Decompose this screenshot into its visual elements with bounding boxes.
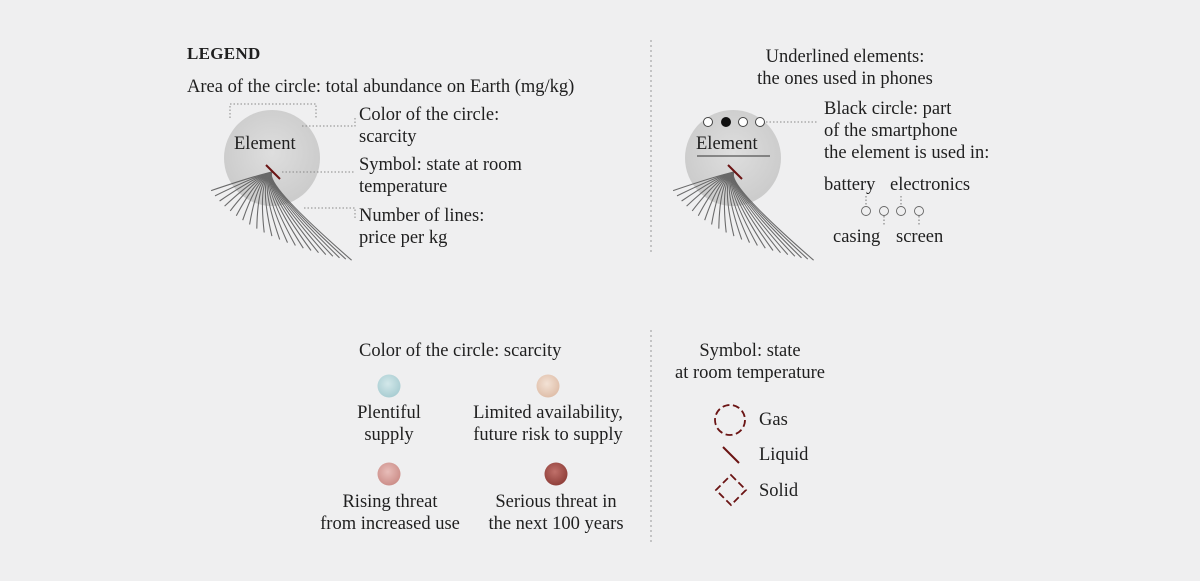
serious-threat-swatch (544, 462, 568, 486)
phone-sample-element-label: Element (696, 134, 758, 154)
symbol-label-line2: temperature (359, 177, 448, 197)
area-label: Area of the circle: total abundance on E… (187, 77, 575, 97)
part-dot-3 (738, 117, 748, 127)
rising-threat-swatch (377, 462, 401, 486)
part-screen-label: screen (896, 227, 944, 247)
scarcity-title: Color of the circle: scarcity (359, 341, 562, 361)
legend-title: LEGEND (187, 44, 261, 63)
state-title-line2: at room temperature (675, 363, 825, 383)
part-dot-2-filled (721, 117, 731, 127)
limited-label-line2: future risk to supply (473, 425, 623, 445)
lines-leader-line (304, 207, 356, 218)
dashed-circle-icon (714, 404, 746, 436)
lines-label-line2: price per kg (359, 228, 448, 248)
underlined-label-line1: Underlined elements: (765, 47, 925, 67)
rising-threat-label-line2: from increased use (320, 514, 460, 534)
underlined-label-line2: the ones used in phones (757, 69, 933, 89)
slash-icon (722, 446, 740, 464)
rising-threat-label-line1: Rising threat (342, 492, 438, 512)
lines-label-line1: Number of lines: (359, 206, 485, 226)
color-leader-line (302, 116, 356, 127)
price-lines-fan (210, 171, 352, 261)
area-leader-bracket (229, 103, 317, 118)
plentiful-label-line1: Plentiful (357, 403, 421, 423)
limited-swatch (536, 374, 560, 398)
sample-element-label: Element (234, 134, 296, 154)
state-title-line1: Symbol: state (699, 341, 801, 361)
part-electronics-label: electronics (890, 175, 971, 195)
part-battery-label: battery (824, 175, 876, 195)
black-circle-label-line2: of the smartphone (824, 121, 958, 141)
part-dot-1 (703, 117, 713, 127)
liquid-label: Liquid (759, 445, 809, 465)
black-circle-label-line3: the element is used in: (824, 143, 990, 163)
liquid-symbol-sample (265, 164, 281, 180)
color-label-line2: scarcity (359, 127, 417, 147)
phone-price-lines-fan (672, 171, 814, 261)
sample-element-circle (224, 110, 320, 206)
parts-diagram (861, 196, 924, 226)
black-circle-label-line1: Black circle: part (824, 99, 952, 119)
part-casing-label: casing (833, 227, 881, 247)
serious-threat-label-line2: the next 100 years (488, 514, 624, 534)
color-label-line1: Color of the circle: (359, 105, 500, 125)
serious-threat-label-line1: Serious threat in (495, 492, 617, 512)
solid-label: Solid (759, 481, 799, 501)
dashed-diamond-icon (714, 473, 748, 507)
part-dot-4 (755, 117, 765, 127)
plentiful-label-line2: supply (364, 425, 414, 445)
liquid-symbol-phone-sample (727, 164, 743, 180)
gas-label: Gas (759, 410, 788, 430)
symbol-label-line1: Symbol: state at room (359, 155, 522, 175)
limited-label-line1: Limited availability, (473, 403, 623, 423)
phone-sample-element-circle (685, 110, 781, 206)
plentiful-swatch (377, 374, 401, 398)
